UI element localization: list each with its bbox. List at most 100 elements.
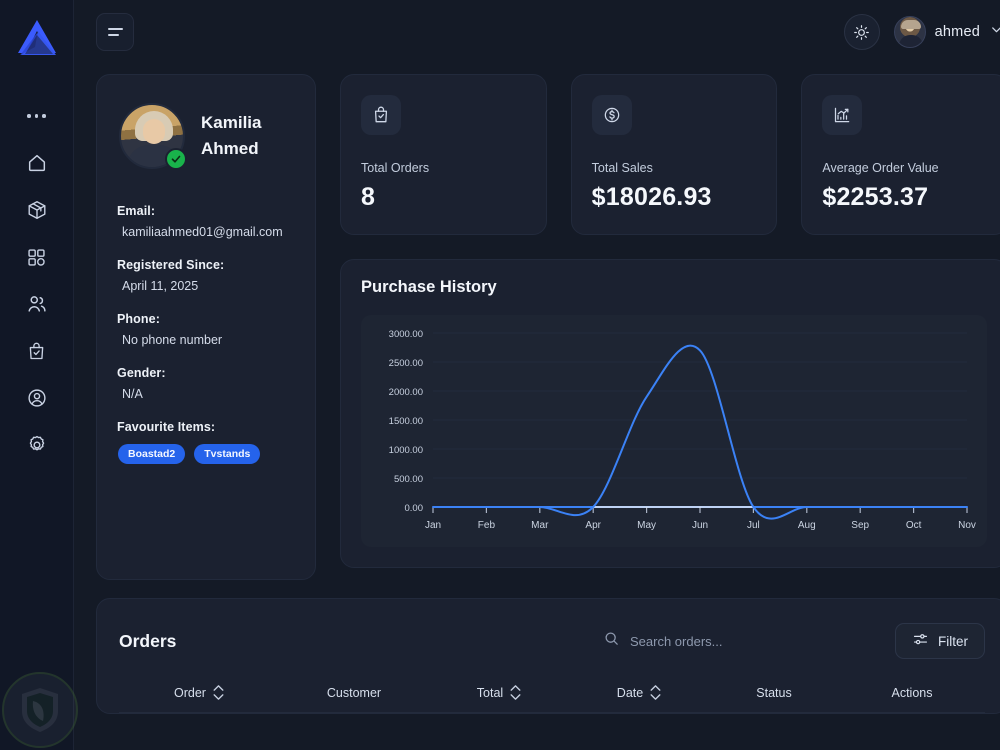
users-icon [27, 296, 46, 312]
sidebar-item-categories[interactable] [17, 245, 57, 269]
stat-card-total-sales: Total Sales $18026.93 [570, 74, 778, 235]
shopping-bag-check-icon [29, 342, 44, 359]
profile-header: Kamilia Ahmed [117, 97, 295, 185]
stat-value: $2253.37 [822, 183, 929, 211]
column-header-date[interactable]: Date [569, 685, 709, 700]
orders-tools: Filter [597, 623, 985, 659]
sidebar-item-settings[interactable] [17, 433, 57, 457]
right-column: Total Orders 8 Total Sal [340, 74, 1000, 568]
x-axis-tick-label: Oct [906, 520, 922, 531]
y-axis-tick-label: 500.00 [394, 474, 423, 485]
x-axis-tick-label: Mar [531, 520, 549, 531]
sun-icon[interactable] [843, 14, 880, 50]
stat-label: Average Order Value [822, 161, 939, 175]
field-phone: Phone: No phone number [117, 312, 223, 347]
customer-name: Kamilia Ahmed [201, 112, 262, 158]
sidebar-nav [0, 104, 73, 457]
sidebar-item-products[interactable] [17, 198, 57, 222]
stat-value: 8 [361, 183, 376, 211]
favourite-chip[interactable]: Tvstands [194, 444, 261, 464]
filter-label: Filter [938, 633, 968, 649]
favourite-chips: Boastad2 Tvstands [117, 444, 295, 464]
purchase-history-chart[interactable]: 0.00 500.00 1000.00 1500.00 2000.00 2500.00 30… [361, 315, 987, 547]
favourite-chip[interactable]: Boastad2 [118, 444, 186, 464]
field-registered-since: Registered Since: April 11, 2025 [117, 258, 225, 293]
sidebar-item-more[interactable] [17, 104, 57, 128]
search-input[interactable] [630, 633, 871, 649]
chart-title: Purchase History [361, 278, 497, 296]
user-circle-icon [27, 389, 46, 407]
field-email: Email: kamiliaahmed01@gmail.com [117, 204, 283, 239]
brand-logo-icon[interactable] [14, 14, 60, 60]
column-header-order[interactable]: Order [119, 685, 279, 700]
avatar [893, 16, 926, 48]
chevron-down-icon [510, 694, 521, 700]
x-axis-tick-label: Aug [798, 520, 816, 531]
x-axis-tick-label: Jul [747, 520, 760, 531]
customer-profile-card: Kamilia Ahmed Email: kamiliaahmed01@gmai… [96, 74, 316, 580]
sort-toggle-date[interactable] [650, 685, 661, 700]
y-axis-tick-label: 2000.00 [389, 387, 423, 398]
gear-icon [29, 435, 44, 451]
hamburger-icon[interactable] [96, 13, 134, 51]
filter-button[interactable]: Filter [895, 623, 985, 659]
y-axis-tick-label: 0.00 [405, 503, 424, 514]
field-favourite-items: Favourite Items: Boastad2 Tvstands [117, 420, 295, 464]
box-icon [28, 201, 45, 219]
sort-toggle-total[interactable] [510, 685, 521, 700]
main-area: ahmed [74, 0, 1000, 750]
more-dots-icon [27, 114, 46, 118]
x-axis-tick-label: Sep [851, 520, 869, 531]
field-gender: Gender: N/A [117, 366, 166, 401]
sidebar-item-home[interactable] [17, 151, 57, 175]
x-axis-tick-label: Jan [425, 520, 441, 531]
chevron-down-icon [650, 694, 661, 700]
stat-label: Total Sales [591, 161, 653, 175]
customer-avatar [119, 103, 187, 170]
x-axis-tick-label: Nov [958, 520, 976, 531]
stat-card-total-orders: Total Orders 8 [340, 74, 547, 235]
orders-title: Orders [119, 630, 177, 651]
bar-chart-trend-icon [822, 95, 863, 135]
user-name: ahmed [934, 24, 980, 40]
column-header-customer: Customer [326, 685, 382, 700]
search-icon [603, 630, 620, 652]
sidebar [0, 0, 74, 750]
dollar-circle-icon [591, 95, 632, 135]
chart-svg: 0.00 500.00 1000.00 1500.00 2000.00 2500.00 30… [389, 329, 976, 531]
user-menu[interactable]: ahmed [893, 16, 1000, 48]
stat-card-average-order-value: Average Order Value $2253.37 [801, 74, 1000, 235]
y-axis-tick-label: 1500.00 [389, 416, 423, 427]
topbar-right: ahmed [843, 14, 1000, 50]
orders-header: Orders [119, 617, 985, 659]
chevron-down-icon[interactable] [989, 22, 1000, 42]
search-orders-box[interactable] [597, 624, 877, 658]
topbar: ahmed [74, 0, 1000, 64]
sidebar-item-account[interactable] [17, 386, 57, 410]
sort-toggle-order[interactable] [213, 685, 224, 700]
y-axis-tick-label: 2500.00 [389, 358, 423, 369]
purchase-history-card: Purchase History 0.00 500.00 1000.00 1500.0… [340, 259, 1000, 568]
stat-value: $18026.93 [591, 183, 712, 211]
column-header-actions: Actions [891, 685, 933, 700]
y-axis-tick-label: 1000.00 [389, 445, 423, 456]
chevron-up-icon [510, 685, 521, 691]
sidebar-item-orders[interactable] [17, 339, 57, 363]
x-axis-tick-label: Apr [585, 520, 601, 531]
top-row: Kamilia Ahmed Email: kamiliaahmed01@gmai… [96, 74, 1000, 580]
shopping-bag-check-icon [361, 95, 401, 135]
orders-card: Orders [96, 598, 1000, 714]
check-badge-icon [165, 148, 187, 170]
home-icon [28, 154, 45, 172]
x-axis-tick-label: Jun [692, 520, 708, 531]
sidebar-item-customers[interactable] [17, 292, 57, 316]
content: Kamilia Ahmed Email: kamiliaahmed01@gmai… [74, 64, 1000, 750]
y-axis-tick-label: 3000.00 [389, 329, 423, 340]
sliders-icon [912, 631, 929, 651]
x-axis-tick-label: Feb [478, 520, 496, 531]
column-header-status: Status [756, 685, 792, 700]
column-header-total[interactable]: Total [429, 685, 569, 700]
stat-cards: Total Orders 8 Total Sal [340, 74, 1000, 235]
chevron-up-icon [213, 685, 224, 691]
